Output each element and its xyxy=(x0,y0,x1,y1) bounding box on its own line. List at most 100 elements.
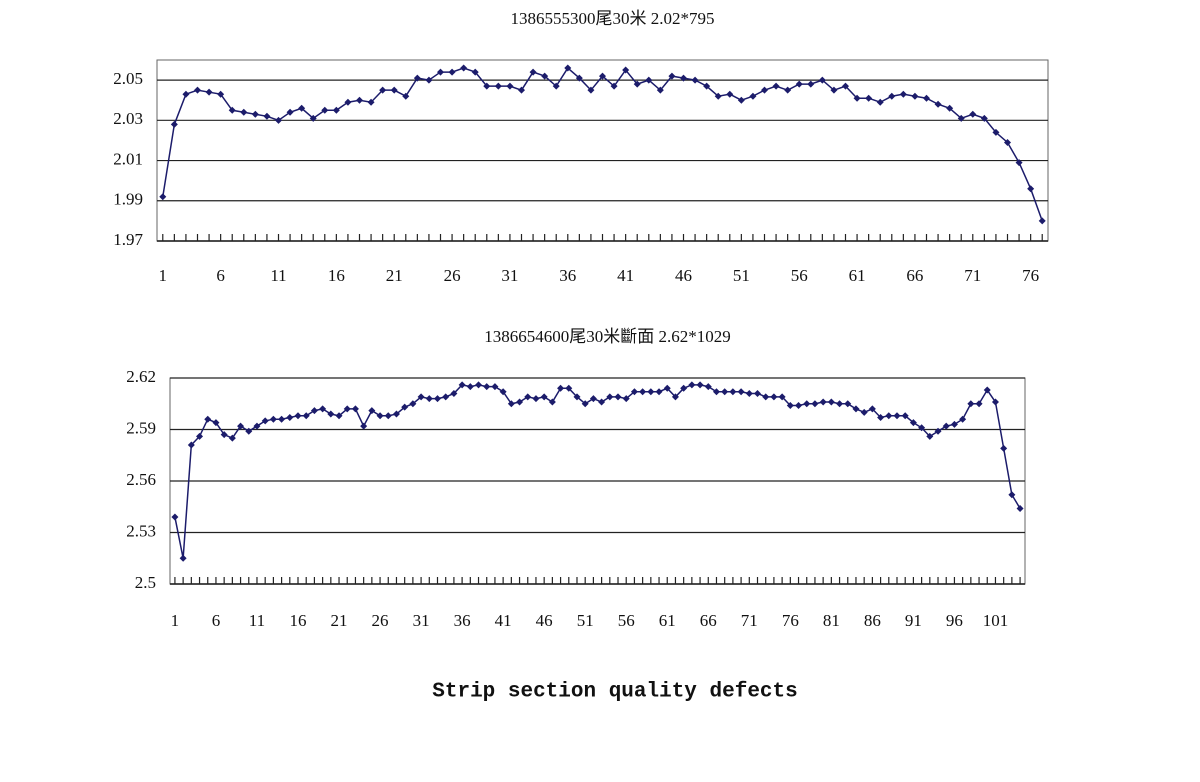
data-point xyxy=(934,427,942,435)
data-point xyxy=(830,86,838,94)
data-point xyxy=(959,415,967,423)
data-point xyxy=(516,398,524,406)
data-point xyxy=(471,68,479,76)
x-tick-label: 51 xyxy=(733,266,750,285)
x-tick-label: 36 xyxy=(454,611,471,630)
x-tick-label: 96 xyxy=(946,611,963,630)
data-point xyxy=(204,415,212,423)
data-point xyxy=(691,76,699,84)
x-tick-label: 76 xyxy=(782,611,799,630)
data-point xyxy=(598,398,606,406)
data-point xyxy=(885,412,893,420)
data-point xyxy=(1004,138,1011,146)
data-point xyxy=(852,405,860,413)
data-point xyxy=(240,108,248,116)
data-point xyxy=(269,415,277,423)
data-point xyxy=(772,82,780,90)
data-point xyxy=(975,400,983,408)
data-point xyxy=(450,389,458,397)
x-tick-label: 81 xyxy=(823,611,840,630)
data-point xyxy=(286,108,294,116)
x-tick-label: 66 xyxy=(700,611,717,630)
data-point xyxy=(614,393,622,401)
x-tick-label: 21 xyxy=(331,611,348,630)
y-tick-label: 2.56 xyxy=(126,470,156,489)
data-point xyxy=(610,82,618,90)
x-tick-label: 91 xyxy=(905,611,922,630)
data-point xyxy=(946,104,954,112)
data-point xyxy=(983,386,991,394)
data-point xyxy=(811,400,819,408)
x-tick-label: 16 xyxy=(290,611,307,630)
data-point xyxy=(159,193,167,201)
data-point xyxy=(460,64,468,72)
data-point xyxy=(899,90,907,98)
data-point xyxy=(688,381,696,389)
data-point xyxy=(228,434,236,442)
data-point xyxy=(844,400,852,408)
y-tick-label: 1.99 xyxy=(113,190,143,209)
data-point xyxy=(923,94,930,102)
data-point xyxy=(957,114,965,122)
y-tick-label: 2.03 xyxy=(113,109,143,128)
data-point xyxy=(321,106,329,114)
data-point xyxy=(1038,217,1046,225)
data-point xyxy=(745,389,753,397)
data-point xyxy=(332,106,340,114)
x-tick-label: 41 xyxy=(495,611,512,630)
data-point xyxy=(557,384,565,392)
data-point xyxy=(934,100,942,108)
x-tick-label: 71 xyxy=(741,611,758,630)
data-point xyxy=(245,427,253,435)
data-point xyxy=(726,90,734,98)
x-tick-label: 66 xyxy=(906,266,923,285)
data-point xyxy=(803,400,811,408)
x-tick-label: 1 xyxy=(159,266,168,285)
data-point xyxy=(1027,185,1035,193)
data-point xyxy=(980,114,988,122)
x-tick-label: 26 xyxy=(372,611,389,630)
data-point xyxy=(876,98,884,106)
data-point xyxy=(918,424,926,432)
data-point xyxy=(425,76,433,84)
x-tick-label: 61 xyxy=(659,611,676,630)
data-point xyxy=(499,388,507,396)
data-point xyxy=(217,90,225,98)
data-point xyxy=(310,407,318,415)
data-point xyxy=(668,72,676,80)
data-point xyxy=(170,120,178,128)
x-tick-label: 1 xyxy=(171,611,180,630)
data-point xyxy=(298,104,306,112)
data-point xyxy=(950,420,958,428)
data-point xyxy=(351,405,359,413)
data-point xyxy=(475,381,483,389)
data-point xyxy=(827,398,835,406)
x-tick-label: 31 xyxy=(413,611,430,630)
data-point xyxy=(205,88,213,96)
data-point xyxy=(868,405,876,413)
data-point xyxy=(194,86,201,94)
data-point xyxy=(901,412,909,420)
data-point xyxy=(842,82,849,90)
x-tick-label: 11 xyxy=(249,611,265,630)
data-point xyxy=(587,86,595,94)
data-point xyxy=(442,393,450,401)
data-point xyxy=(778,393,786,401)
data-point xyxy=(228,106,236,114)
data-point xyxy=(599,72,606,80)
plot-frame xyxy=(156,59,1049,242)
data-point xyxy=(762,393,770,401)
data-point xyxy=(1000,444,1008,452)
data-point xyxy=(680,74,687,82)
data-point xyxy=(401,403,409,411)
data-point xyxy=(663,384,671,392)
data-point xyxy=(1008,491,1016,499)
data-point xyxy=(967,400,975,408)
x-tick-label: 6 xyxy=(212,611,221,630)
data-point xyxy=(278,415,286,423)
data-point xyxy=(795,401,803,409)
data-point xyxy=(327,410,335,418)
data-point xyxy=(518,86,525,94)
y-tick-label: 2.59 xyxy=(126,418,156,437)
x-tick-label: 71 xyxy=(964,266,981,285)
